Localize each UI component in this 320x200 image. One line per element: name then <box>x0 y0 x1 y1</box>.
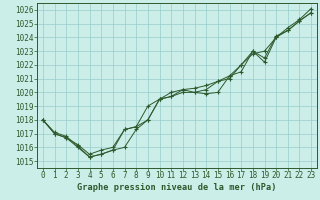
X-axis label: Graphe pression niveau de la mer (hPa): Graphe pression niveau de la mer (hPa) <box>77 183 277 192</box>
